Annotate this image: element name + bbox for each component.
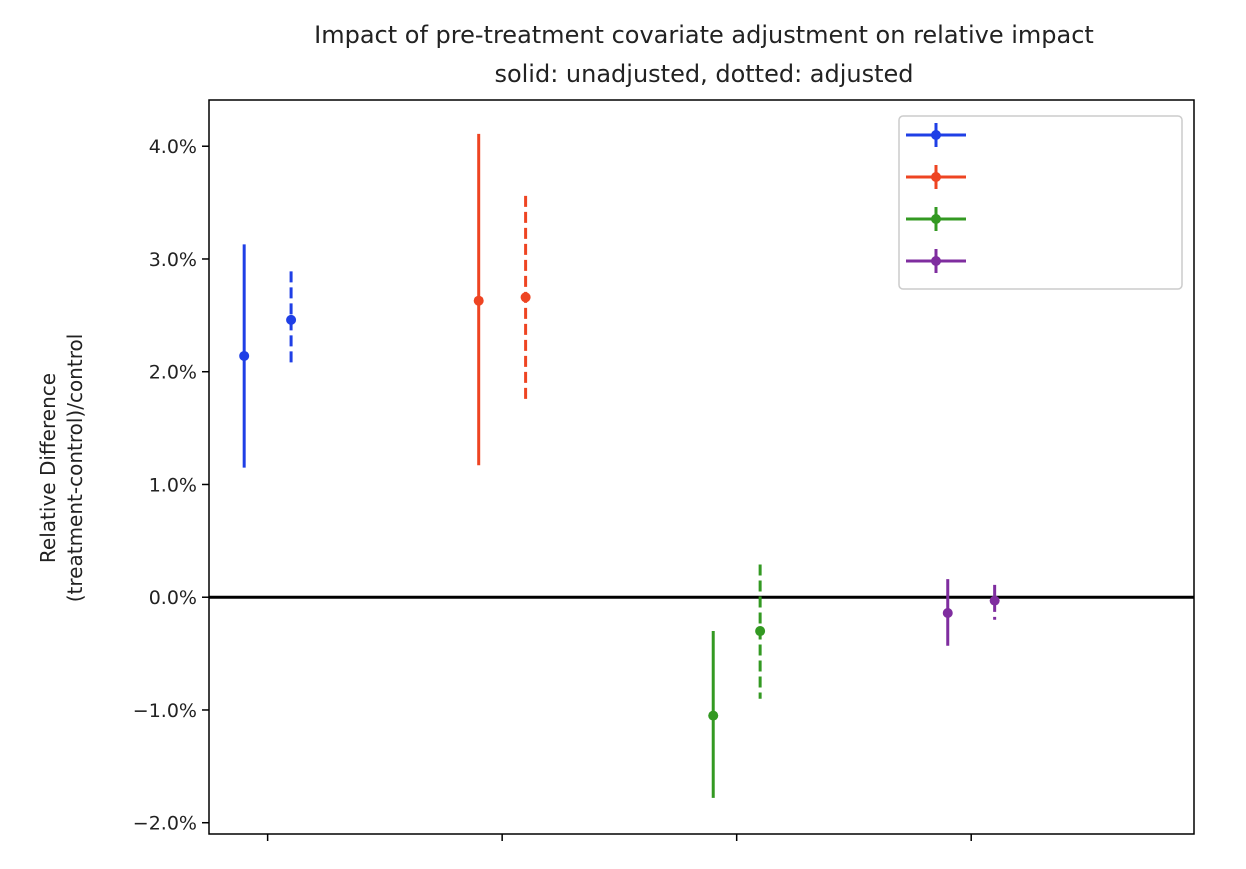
point-unadjusted-series-2 <box>473 295 484 306</box>
y-tick-label: −1.0% <box>133 700 197 722</box>
point-unadjusted-series-4 <box>942 608 953 619</box>
y-tick-label: 4.0% <box>149 136 197 158</box>
plot-frame <box>208 99 1195 835</box>
y-tick-label: −2.0% <box>133 813 197 835</box>
legend-marker-series-2 <box>931 172 941 182</box>
y-axis-label-line-1: Relative Difference <box>36 373 60 563</box>
point-adjusted-series-2 <box>520 292 531 303</box>
point-adjusted-series-1 <box>286 314 297 325</box>
y-tick-label: 2.0% <box>149 362 197 384</box>
chart-title: Impact of pre-treatment covariate adjust… <box>314 21 1094 49</box>
y-tick-label: 1.0% <box>149 474 197 496</box>
point-unadjusted-series-3 <box>708 710 719 721</box>
y-tick-label: 3.0% <box>149 249 197 271</box>
chart-subtitle: solid: unadjusted, dotted: adjusted <box>494 60 913 88</box>
legend-marker-series-4 <box>931 256 941 266</box>
legend-marker-series-3 <box>931 214 941 224</box>
point-unadjusted-series-1 <box>239 350 250 361</box>
legend-box <box>898 115 1183 290</box>
legend-marker-series-1 <box>931 130 941 140</box>
y-tick-label: 0.0% <box>149 587 197 609</box>
point-adjusted-series-4 <box>989 595 1000 606</box>
y-axis-label-line-2: (treatment-control)/control <box>63 334 87 603</box>
plot-layer: −2.0% −1.0% 0.0% 1.0% 2.0% 3.0% 4.0% <box>133 99 1195 841</box>
point-adjusted-series-3 <box>755 626 766 637</box>
